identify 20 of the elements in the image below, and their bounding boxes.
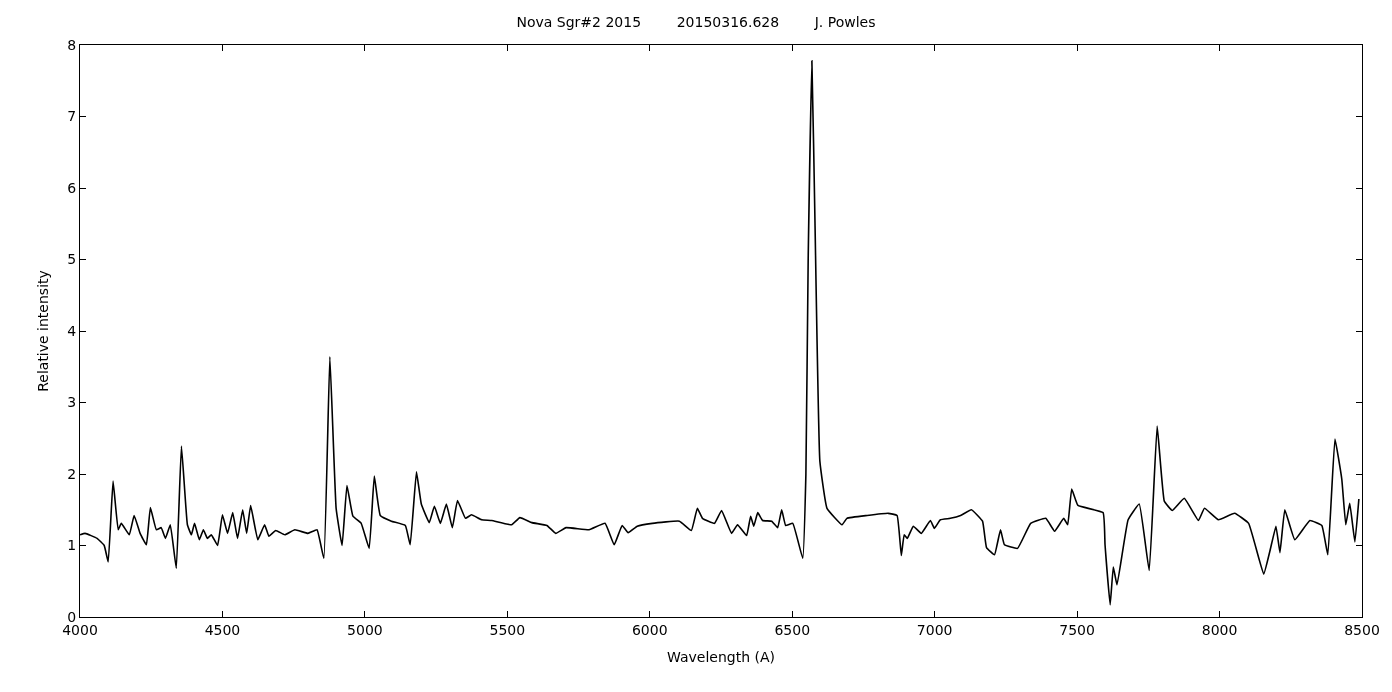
y-tick-label: 7 [67, 108, 77, 125]
x-tick-label: 8000 [1201, 621, 1238, 638]
y-tick-label: 1 [67, 537, 77, 554]
y-tick-label: 4 [67, 322, 77, 339]
x-tick-label: 5500 [489, 621, 526, 638]
chart-title: Nova Sgr#2 2015 20150316.628 J. Powles [516, 14, 876, 31]
x-tick-label: 5000 [347, 621, 383, 638]
y-tick-label: 8 [67, 36, 77, 53]
x-tick-label: 6000 [631, 621, 668, 638]
x-tick-label: 7500 [1059, 621, 1095, 638]
x-tick-label: 6500 [774, 621, 811, 638]
y-tick-label: 2 [67, 465, 77, 482]
y-axis-title: Relative intensity [34, 270, 51, 392]
x-axis-title: Wavelength (A) [666, 649, 776, 666]
y-tick-label: 6 [67, 179, 77, 196]
x-tick-label: 7000 [916, 621, 953, 638]
y-tick-label: 3 [67, 394, 77, 411]
y-tick-label: 5 [67, 251, 77, 268]
x-tick-label: 8500 [1344, 621, 1380, 638]
x-tick-label: 4500 [204, 621, 241, 638]
